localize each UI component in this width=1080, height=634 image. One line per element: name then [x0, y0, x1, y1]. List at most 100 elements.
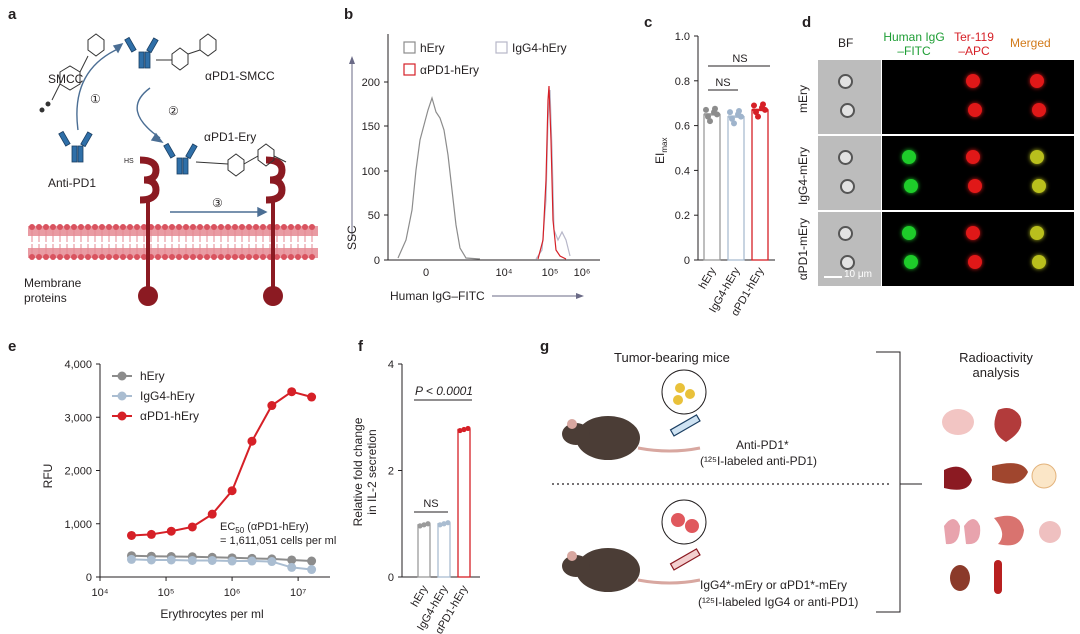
- b-legend-hery: hEry: [420, 41, 445, 55]
- f-dot: [425, 521, 431, 527]
- b-ytick-100: 100: [362, 166, 380, 178]
- e-xtick: 10⁵: [158, 587, 175, 599]
- b-xtick-1e5: 10⁵: [542, 267, 559, 279]
- antibody-conjugated: [163, 142, 198, 175]
- b-ytick-50: 50: [368, 210, 380, 222]
- c-ytick: 0.8: [675, 76, 690, 88]
- legend-box-igg4: [495, 41, 508, 54]
- c-dot: [729, 115, 735, 122]
- e-point: [267, 557, 277, 567]
- e-point: [267, 401, 277, 411]
- mouse-bottom: [562, 548, 701, 592]
- e-ytick: 2,000: [64, 466, 92, 478]
- mouse-top: [562, 416, 701, 460]
- reaction-arrows: [76, 42, 268, 218]
- c-dot: [705, 113, 711, 120]
- e-point: [307, 565, 317, 575]
- legend-box-apd1: [403, 63, 416, 76]
- g-anti-pd1-desc: (¹²⁵I-labeled anti-PD1): [700, 454, 818, 468]
- anti-pd1-label: Anti-PD1: [48, 176, 97, 190]
- b-ytick-150: 150: [362, 121, 380, 133]
- e-point: [187, 555, 197, 565]
- e-series-line: [131, 554, 312, 562]
- e-point: [287, 562, 297, 572]
- organ-icons: [942, 408, 1061, 594]
- step-1-label: ①: [90, 92, 101, 106]
- membrane-protein-right: [263, 156, 286, 306]
- e-legend-hery: hEry: [140, 369, 165, 383]
- g-anti-pd1-star: Anti-PD1*: [736, 438, 789, 452]
- e-point: [166, 555, 176, 565]
- f-ns: NS: [423, 498, 438, 510]
- e-ytick: 1,000: [64, 519, 92, 531]
- f-dot: [421, 522, 427, 528]
- e-point: [227, 486, 237, 496]
- e-xtick: 10⁶: [224, 587, 241, 599]
- e-point: [287, 555, 297, 565]
- c-bar-1: [727, 115, 745, 261]
- c-bar-2: [751, 109, 769, 261]
- panel-d-label: d: [802, 14, 812, 31]
- b-xtick-1e6: 10⁶: [574, 267, 591, 279]
- f-ylabel-line2: in IL-2 secretion: [365, 429, 379, 514]
- panel-e: e 0 1,000 2,000 3,000 4,000 10⁴ 10⁵ 10⁶ 10⁷ RFU …: [0, 330, 340, 634]
- d-col-bf: BF: [838, 36, 854, 50]
- c-ytick: 1.0: [675, 31, 690, 43]
- microscopy-grid: 10 μm: [818, 60, 1075, 286]
- c-dot: [707, 118, 713, 125]
- c-dot: [753, 109, 759, 116]
- panel-c-label: c: [644, 14, 653, 31]
- zoom-circle-top: [661, 369, 707, 415]
- f-pvalue: P < 0.0001: [415, 384, 473, 398]
- membrane-protein-left: [138, 156, 160, 306]
- lungs-icon: [944, 519, 981, 545]
- brain-icon: [942, 409, 974, 435]
- f-dot: [457, 427, 463, 434]
- rfu-dose-response-chart: 0 1,000 2,000 3,000 4,000 10⁴ 10⁵ 10⁶ 10⁷ RFU Er…: [41, 359, 336, 621]
- liver-icon: [992, 463, 1028, 484]
- e-point: [227, 556, 237, 566]
- f-ytick: 0: [388, 572, 394, 584]
- heart-icon: [994, 408, 1022, 442]
- micro-cell: [946, 60, 1010, 134]
- c-dot: [738, 113, 744, 120]
- g-radio-label: Radioactivity analysis: [959, 350, 1033, 380]
- micro-cell: [818, 212, 881, 286]
- b-xtick-1e4: 10⁴: [496, 267, 513, 279]
- micro-cell: [882, 60, 946, 134]
- b-ytick-200: 200: [362, 77, 380, 89]
- f-ytick: 4: [388, 359, 394, 371]
- e-xlabel: Erythrocytes per ml: [160, 607, 263, 621]
- e-point: [247, 556, 257, 566]
- hist-apd1-hery: [537, 85, 567, 260]
- e-xtick: 10⁴: [92, 587, 109, 599]
- d-scale-label: 10 μm: [844, 269, 872, 280]
- c-ns-top: NS: [732, 53, 747, 65]
- f-dot: [445, 520, 451, 526]
- e-point: [247, 436, 257, 446]
- f-dot: [417, 523, 423, 529]
- hist-igg4-hery: [535, 89, 571, 260]
- linker-molecule-top: [156, 33, 217, 71]
- d-row-mery: mEry: [796, 85, 810, 113]
- e-series-line: [131, 390, 312, 537]
- ei-max-bar-chart: 00.20.40.60.81.0 hEryIgG4-hEryαPD1-hEry …: [653, 31, 775, 318]
- g-ery-star: IgG4*-mEry or αPD1*-mEry: [700, 578, 847, 592]
- panel-d: d BF Human IgG –FITC Ter-119 –APC Merged 1…: [790, 0, 1080, 320]
- g-tumor-mice-label: Tumor-bearing mice: [614, 350, 730, 365]
- hs-label: HS: [124, 158, 134, 165]
- c-bar-0: [703, 113, 721, 261]
- b-legend-igg4: IgG4-hEry: [512, 41, 567, 55]
- spleen-icon: [944, 466, 972, 490]
- g-ery-desc: (¹²⁵I-labeled IgG4 or anti-PD1): [698, 595, 859, 609]
- linker-molecule-bottom: [195, 143, 287, 177]
- panel-e-label: e: [8, 338, 17, 355]
- micro-cell: [1010, 212, 1074, 286]
- f-bar-1: [437, 523, 451, 578]
- membrane-label-line1: Membrane: [24, 276, 82, 290]
- b-xtick-0: 0: [423, 267, 429, 279]
- c-ylabel: EImax: [653, 138, 669, 164]
- c-dot: [751, 102, 757, 109]
- d-scale-bar: [824, 276, 842, 278]
